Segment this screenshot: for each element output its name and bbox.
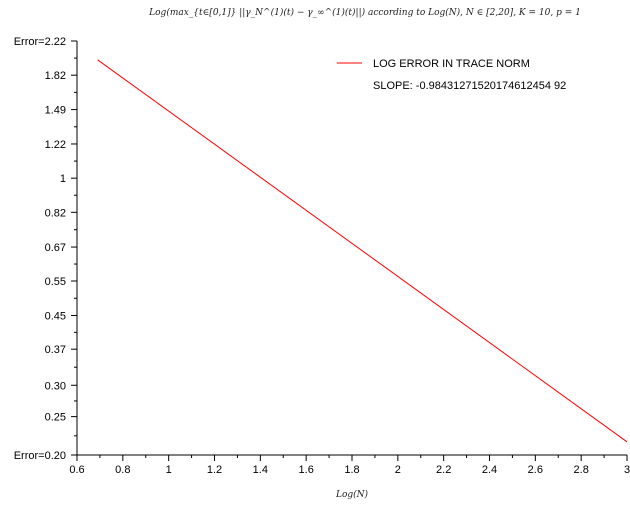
y-tick-label: Error=2.22 [14,36,66,48]
y-tick-label: 1 [60,173,66,185]
x-tick-label: 2.6 [528,464,543,476]
plot-area [97,59,628,443]
slope-annotation: SLOPE: -0.98431271520174612454 92 [373,80,566,92]
x-tick-label: 2 [395,464,401,476]
y-tick-label: 1.22 [45,139,66,151]
y-tick-label: 0.37 [45,344,66,356]
legend-label: LOG ERROR IN TRACE NORM [373,58,530,70]
y-tick-label: 0.55 [45,276,66,288]
y-tick-label: 0.25 [45,412,66,424]
axes: 0.6 0.8 1 1.2 1.4 1.6 1.8 2 2.2 2.4 2.6 2.8 3Error=0… [14,36,630,476]
x-tick-label: 2.8 [574,464,589,476]
x-tick-label: 3 [624,464,630,476]
x-tick-label: 1.6 [299,464,314,476]
y-tick-label: Error=0.20 [14,450,66,462]
x-tick-label: 2.4 [482,464,497,476]
x-tick-label: 1.4 [253,464,268,476]
x-tick-label: 2.2 [436,464,451,476]
y-tick-label: 1.49 [45,105,66,117]
legend: LOG ERROR IN TRACE NORM SLOPE: -0.984312… [337,58,566,92]
y-tick-label: 0.30 [45,380,66,392]
chart-title: Log(max_{t∈[0,1]} ||γ_N^(1)(t) − γ_∞^(1)… [148,7,581,18]
series-line [97,59,628,443]
y-tick-label: 0.82 [45,207,66,219]
x-tick-label: 0.6 [69,464,84,476]
x-axis-label: Log(N) [335,489,369,500]
x-tick-label: 1 [166,464,172,476]
y-tick-label: 0.45 [45,311,66,323]
x-tick-label: 1.2 [207,464,222,476]
x-tick-label: 1.8 [344,464,359,476]
x-tick-label: 0.8 [115,464,130,476]
y-tick-label: 1.82 [45,70,66,82]
y-tick-label: 0.67 [45,242,66,254]
